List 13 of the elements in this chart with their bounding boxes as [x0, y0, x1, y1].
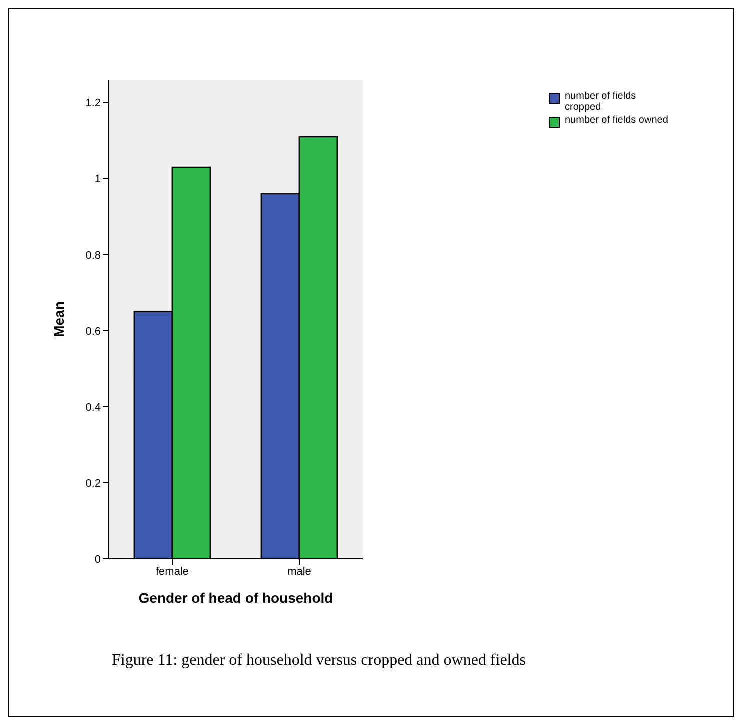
- y-tick-label: 0.8: [86, 250, 101, 262]
- y-tick-label: 1.2: [86, 98, 101, 110]
- y-tick-label: 0.4: [86, 402, 101, 414]
- x-tick-label: male: [288, 566, 312, 578]
- x-axis-title: Gender of head of household: [138, 590, 334, 606]
- y-tick-label: 0.2: [86, 478, 101, 490]
- y-tick-label: 1: [94, 174, 101, 186]
- y-tick-label: 0: [94, 554, 101, 566]
- y-tick-label: 0.6: [86, 326, 101, 338]
- x-tick-label: female: [156, 566, 190, 578]
- caption: Figure 11: gender of household versus cropped and owned fields: [111, 652, 527, 670]
- y-axis-title: Mean: [50, 302, 67, 338]
- legend-label: number of fields owned: [565, 115, 670, 126]
